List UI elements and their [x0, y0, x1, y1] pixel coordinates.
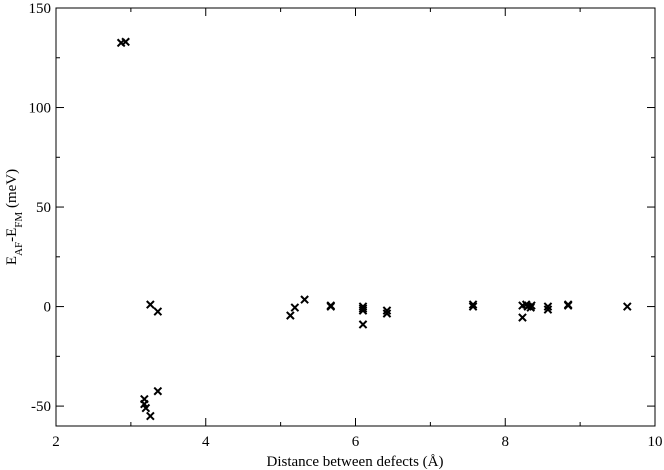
data-point [326, 301, 336, 310]
y-tick-label: -50 [31, 399, 51, 415]
data-markers [116, 37, 632, 421]
data-point [518, 313, 527, 322]
data-point [153, 386, 163, 396]
axis-tick-labels: 2 4 6 8 10 -50 0 50 100 150 [29, 1, 663, 450]
data-point [358, 320, 368, 329]
x-tick-label: 4 [202, 434, 210, 450]
y-axis-title-sub-af: AF [13, 242, 25, 256]
x-tick-label: 6 [352, 434, 360, 450]
y-axis-title: EAF-EFM (meV) [4, 169, 25, 265]
y-tick-label: 0 [44, 300, 52, 316]
y-axis-title-prefix: E [4, 256, 20, 265]
data-point [382, 309, 392, 318]
x-tick-label: 8 [502, 434, 510, 450]
data-point [468, 302, 478, 311]
y-axis-title-mid: -E [4, 228, 20, 242]
y-tick-label: 150 [29, 1, 52, 17]
x-tick-label: 10 [648, 434, 663, 450]
data-point [153, 307, 163, 316]
data-point [286, 311, 295, 320]
data-point [300, 295, 309, 304]
data-point [622, 302, 632, 311]
data-point [563, 300, 573, 309]
data-point [543, 302, 553, 311]
y-axis-title-suffix: (meV) [4, 169, 20, 212]
axis-ticks [55, 7, 656, 426]
data-point [121, 37, 130, 47]
data-point [382, 306, 392, 315]
y-tick-label: 100 [29, 101, 52, 117]
y-tick-label: 50 [36, 200, 51, 216]
data-point [358, 302, 368, 311]
data-point [527, 301, 536, 310]
data-point [468, 300, 478, 309]
data-point [358, 304, 368, 313]
data-point [146, 300, 155, 309]
data-point [290, 303, 300, 312]
x-tick-label: 2 [52, 434, 60, 450]
data-point [141, 403, 151, 413]
data-point [146, 411, 155, 421]
plot-area [55, 7, 656, 427]
y-axis-title-sub-fm: FM [13, 212, 25, 228]
data-point [543, 305, 553, 314]
x-axis-title: Distance between defects (Å) [267, 454, 444, 470]
